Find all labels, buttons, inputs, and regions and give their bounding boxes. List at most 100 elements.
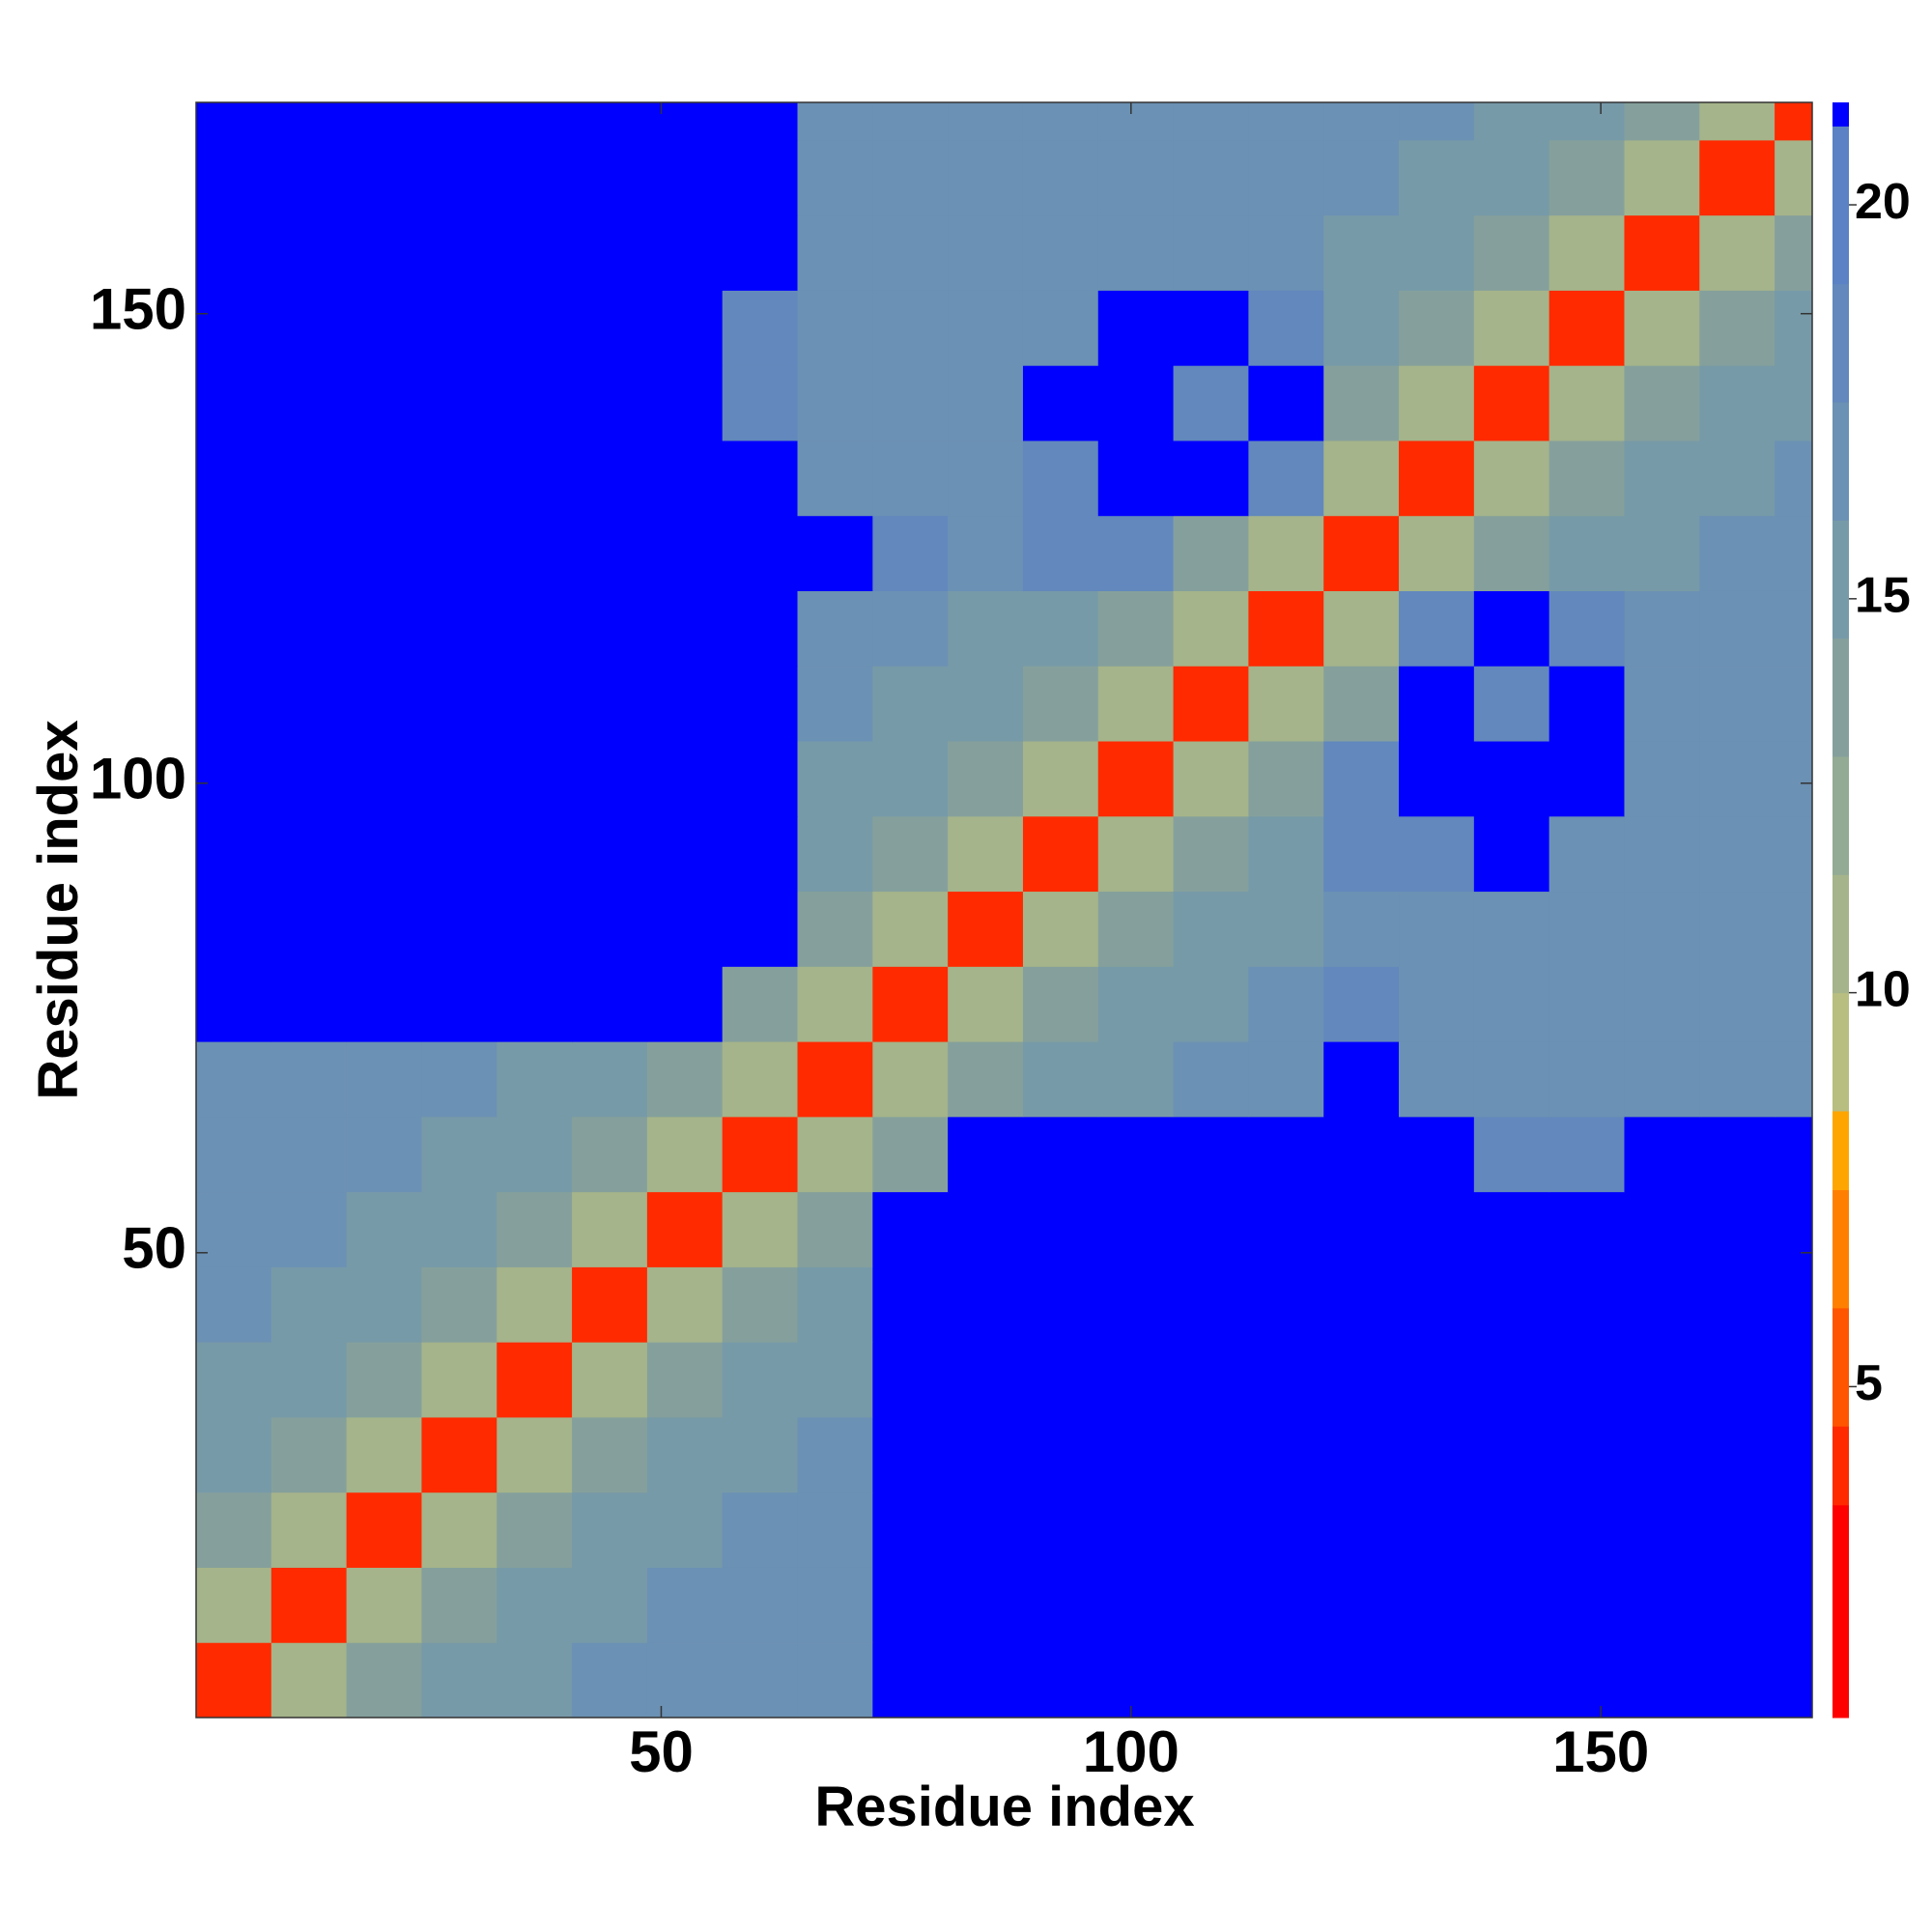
heatmap-cell [1624, 515, 1700, 591]
heatmap-cell [421, 440, 497, 517]
heatmap-cell [722, 966, 799, 1042]
heatmap-cell [572, 1567, 648, 1643]
heatmap-cell [572, 515, 648, 591]
heatmap-cell [1173, 515, 1249, 591]
heatmap-cell [872, 515, 949, 591]
heatmap-cell [1473, 1191, 1550, 1267]
colorbar-segment [1833, 992, 1849, 1112]
heatmap-cell [497, 290, 573, 366]
heatmap-cell [1699, 1116, 1776, 1193]
heatmap-cell [270, 214, 348, 291]
heatmap-cell [572, 1416, 648, 1493]
colorbar-segment [1833, 755, 1849, 875]
heatmap-cell [270, 966, 348, 1042]
heatmap-cell [1097, 515, 1175, 591]
x-tick-label: 100 [1083, 1719, 1179, 1784]
heatmap-cell [1775, 815, 1813, 893]
heatmap-cell [1022, 1041, 1099, 1118]
heatmap-cell [1097, 139, 1175, 216]
heatmap-cell [1097, 365, 1175, 441]
heatmap-cell [1399, 1191, 1475, 1267]
heatmap-cell [1699, 290, 1776, 366]
heatmap-cell [1699, 214, 1776, 291]
heatmap-cell [1548, 440, 1625, 517]
heatmap-cell [1399, 891, 1475, 967]
heatmap-cell [797, 1342, 873, 1418]
heatmap-cell [572, 440, 648, 517]
heatmap-cell [497, 1642, 573, 1719]
heatmap-cell [948, 139, 1024, 216]
heatmap-cell [1323, 214, 1400, 291]
heatmap-cell [1775, 1041, 1813, 1118]
heatmap-cell [1173, 139, 1249, 216]
heatmap-cell [1775, 891, 1813, 967]
heatmap-cell [872, 1041, 949, 1118]
x-tick-label: 50 [629, 1719, 694, 1784]
heatmap-cell [1022, 1266, 1099, 1343]
heatmap-cell [1248, 666, 1324, 742]
y-tick-label: 150 [90, 277, 186, 342]
heatmap-cell [722, 891, 799, 967]
heatmap-cell [1323, 1191, 1400, 1267]
heatmap-cell [1022, 290, 1099, 366]
heatmap-cell [1624, 365, 1700, 441]
heatmap-cell [1699, 666, 1776, 742]
heatmap-cell [497, 1342, 573, 1418]
heatmap-cell [1022, 891, 1099, 967]
heatmap-cell [270, 1642, 348, 1719]
heatmap-cell [497, 139, 573, 216]
heatmap-cell [1323, 102, 1400, 141]
heatmap-cell [1473, 741, 1550, 817]
heatmap-cell [1022, 1416, 1099, 1493]
heatmap-cell [1775, 966, 1813, 1042]
heatmap-cell [270, 1492, 348, 1568]
heatmap-cell [1775, 666, 1813, 742]
heatmap-cell [1699, 1266, 1776, 1343]
heatmap-cell [1173, 1116, 1249, 1193]
heatmap-cell [722, 102, 799, 141]
heatmap-cell [572, 102, 648, 141]
heatmap-cell [572, 815, 648, 893]
heatmap-cell [1399, 1416, 1475, 1493]
heatmap-cell [1775, 290, 1813, 366]
heatmap-cell [1399, 102, 1475, 141]
heatmap-cell [1473, 1416, 1550, 1493]
heatmap-cell [948, 365, 1024, 441]
heatmap-cell [722, 290, 799, 366]
heatmap-cell [497, 365, 573, 441]
heatmap-cell [572, 891, 648, 967]
heatmap-cell [270, 741, 348, 817]
heatmap-cell [1399, 1041, 1475, 1118]
heatmap-cell [1473, 290, 1550, 366]
heatmap-cell [872, 1567, 949, 1643]
heatmap-cell [1548, 1567, 1625, 1643]
heatmap-cell [1624, 666, 1700, 742]
heatmap-cell [572, 1342, 648, 1418]
heatmap-cell [1097, 214, 1175, 291]
heatmap-cell [646, 290, 724, 366]
heatmap-cell [1548, 1266, 1625, 1343]
heatmap-cell [797, 139, 873, 216]
heatmap-cell [1323, 1266, 1400, 1343]
heatmap-cell [1323, 1416, 1400, 1493]
heatmap-cell [1399, 365, 1475, 441]
heatmap-cell [497, 1041, 573, 1118]
heatmap-cell [270, 1416, 348, 1493]
heatmap-cell [722, 1567, 799, 1643]
heatmap-cell [196, 365, 272, 441]
heatmap-cell [1248, 891, 1324, 967]
heatmap-cell [797, 1266, 873, 1343]
heatmap-cell [1473, 139, 1550, 216]
heatmap-cell [722, 590, 799, 667]
heatmap-cell [1248, 815, 1324, 893]
heatmap-cell [1173, 365, 1249, 441]
heatmap-cell [872, 1342, 949, 1418]
heatmap-cell [421, 1416, 497, 1493]
heatmap-cell [646, 1567, 724, 1643]
heatmap-cell [421, 966, 497, 1042]
heatmap-cell [1775, 440, 1813, 517]
heatmap-cell [346, 440, 422, 517]
heatmap-cell [497, 1567, 573, 1643]
heatmap-cell [722, 515, 799, 591]
heatmap-cell [1624, 1191, 1700, 1267]
